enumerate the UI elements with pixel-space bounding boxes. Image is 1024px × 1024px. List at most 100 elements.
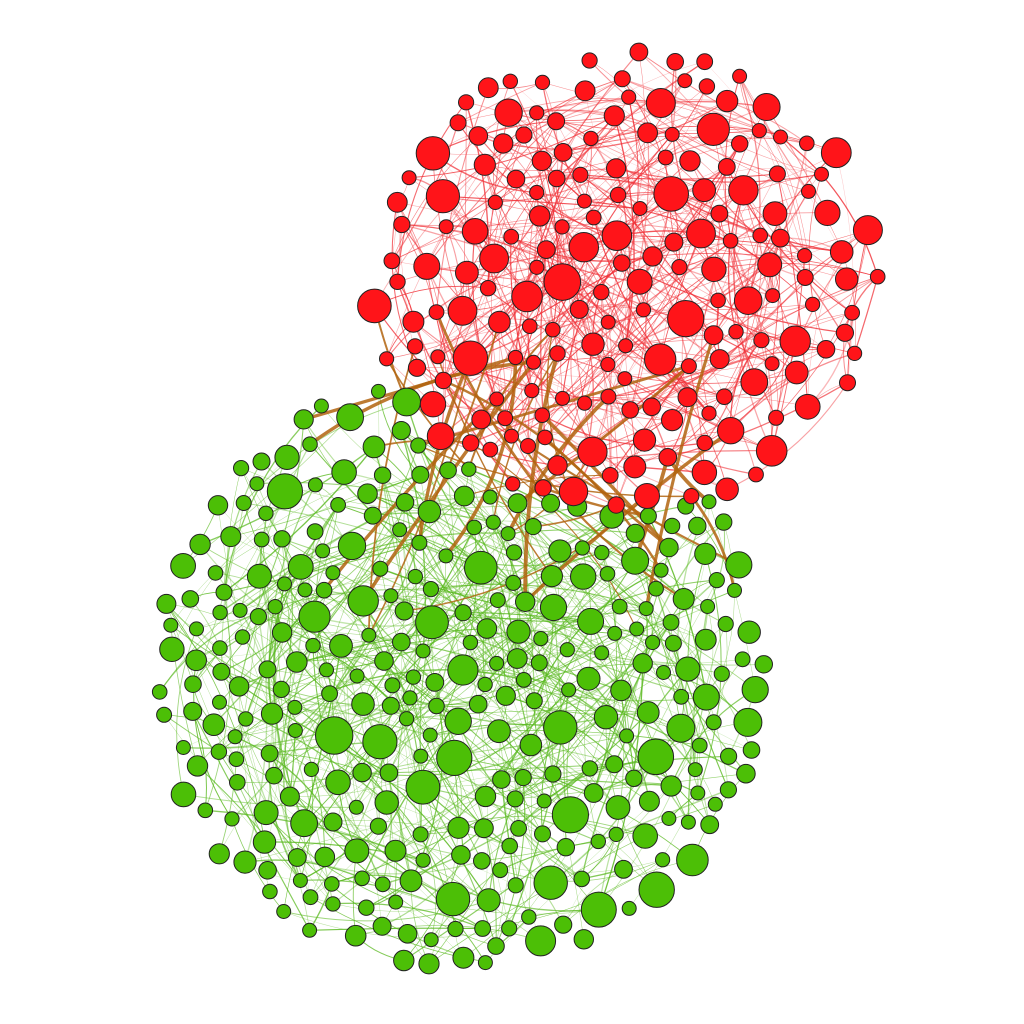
- green-edge: [366, 827, 485, 909]
- red-node: [607, 496, 625, 514]
- green-edge: [422, 786, 599, 842]
- green-node: [392, 522, 408, 538]
- green-node: [314, 846, 336, 868]
- green-node: [705, 714, 722, 731]
- green-node: [287, 554, 314, 580]
- green-edge: [422, 650, 460, 828]
- green-edge: [514, 628, 638, 800]
- red-node: [773, 129, 788, 145]
- green-edge: [239, 443, 311, 611]
- green-node: [212, 662, 231, 681]
- green-node: [554, 915, 573, 934]
- green-node: [485, 514, 501, 530]
- green-node: [413, 748, 429, 764]
- green-edge: [598, 696, 707, 910]
- red-edge: [443, 272, 468, 381]
- red-node: [534, 74, 551, 91]
- red-edge: [397, 201, 584, 248]
- red-node: [728, 175, 759, 206]
- green-node: [321, 685, 339, 702]
- bridge-edge: [385, 358, 470, 470]
- green-node: [228, 676, 250, 697]
- red-edge: [687, 395, 808, 408]
- green-node: [215, 583, 233, 601]
- red-node: [755, 435, 788, 467]
- green-node: [637, 738, 675, 776]
- red-node: [609, 186, 627, 204]
- green-edge: [410, 880, 430, 964]
- green-node: [688, 516, 707, 536]
- green-node: [352, 762, 372, 783]
- red-node: [531, 150, 552, 171]
- red-edge: [495, 174, 581, 203]
- red-node: [768, 409, 785, 426]
- red-community-nodes: [357, 42, 886, 514]
- red-node: [623, 455, 647, 479]
- red-node: [635, 302, 652, 318]
- red-node: [415, 136, 451, 171]
- green-edge: [431, 622, 615, 765]
- green-edge: [315, 504, 339, 671]
- green-edge: [551, 575, 657, 757]
- green-node: [286, 651, 308, 673]
- red-node: [642, 397, 662, 417]
- red-node: [537, 429, 553, 446]
- green-node: [599, 566, 616, 582]
- red-node: [379, 351, 395, 367]
- green-edge: [235, 675, 358, 738]
- green-node: [383, 588, 399, 604]
- green-node: [186, 755, 209, 777]
- green-node: [501, 837, 519, 855]
- green-node: [232, 602, 248, 618]
- green-node: [392, 632, 411, 652]
- green-node: [354, 870, 370, 887]
- green-edge: [289, 744, 531, 798]
- green-node: [252, 452, 271, 471]
- red-edge: [584, 90, 619, 196]
- red-edge: [679, 234, 761, 268]
- red-edge: [539, 86, 708, 217]
- red-edge: [614, 115, 705, 191]
- green-node: [593, 705, 619, 730]
- green-edge: [517, 658, 752, 751]
- red-node: [814, 166, 829, 182]
- green-node: [447, 920, 464, 938]
- green-edge: [607, 573, 635, 779]
- red-node: [407, 358, 427, 377]
- green-node: [361, 627, 377, 643]
- green-node: [373, 466, 392, 484]
- green-node: [276, 904, 292, 919]
- green-node: [533, 865, 568, 900]
- green-node: [474, 818, 494, 839]
- red-edge: [515, 300, 749, 361]
- green-node: [700, 599, 716, 614]
- red-edge: [495, 121, 557, 203]
- red-node: [764, 356, 780, 372]
- red-node: [600, 388, 617, 405]
- green-edge: [477, 704, 516, 800]
- green-node: [306, 523, 324, 540]
- red-edge: [617, 86, 708, 196]
- red-node: [577, 436, 608, 467]
- green-node: [645, 634, 661, 651]
- red-edge: [541, 414, 705, 447]
- green-node: [495, 685, 516, 706]
- green-node: [638, 871, 675, 908]
- red-node: [545, 321, 561, 338]
- red-edge: [601, 292, 772, 452]
- green-node: [462, 634, 479, 651]
- red-node: [733, 286, 763, 316]
- green-node: [189, 621, 204, 637]
- red-edge: [628, 97, 675, 243]
- green-node: [323, 812, 343, 832]
- green-edge: [498, 731, 600, 910]
- green-node: [754, 655, 773, 674]
- green-node: [717, 615, 734, 633]
- green-node: [337, 531, 367, 561]
- green-edge: [463, 612, 674, 644]
- red-edge: [432, 153, 463, 311]
- green-node: [713, 665, 730, 682]
- red-node: [568, 232, 599, 263]
- green-node: [672, 588, 695, 610]
- red-node: [574, 80, 596, 102]
